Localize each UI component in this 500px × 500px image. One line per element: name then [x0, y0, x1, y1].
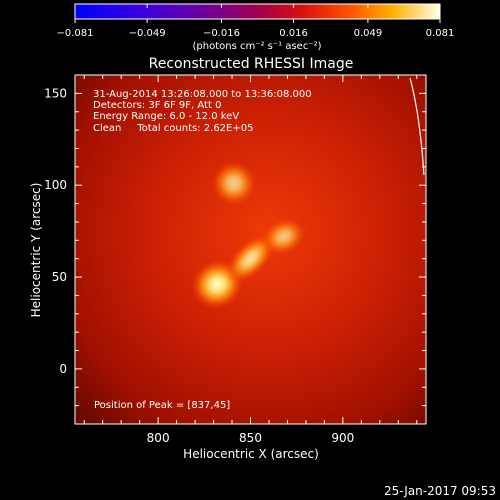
info-line-detectors: Detectors: 3F 6F 9F, Att 0: [93, 100, 221, 111]
colorbar-unit-label: (photons cm⁻² s⁻¹ asec⁻²): [192, 41, 321, 52]
image-area: [75, 75, 426, 424]
y-tick-label: 0: [59, 362, 67, 376]
footer-timestamp: 25-Jan-2017 09:53: [384, 484, 496, 498]
y-axis-ticks: 0 50 100 150: [44, 74, 426, 425]
x-axis-ticks: 800 850 900: [83, 75, 418, 445]
emission-source: [262, 218, 305, 255]
x-tick-label: 850: [239, 431, 262, 445]
info-line-clean: Clean Total counts: 2.62E+05: [93, 123, 253, 134]
colorbar-tick-label: 0.081: [426, 28, 455, 39]
info-line-energy: Energy Range: 6.0 - 12.0 keV: [93, 111, 239, 122]
colorbar-tick-label: 0.049: [354, 28, 383, 39]
y-tick-label: 100: [44, 178, 67, 192]
info-line-time: 31-Aug-2014 13:26:08.000 to 13:36:08.000: [93, 89, 312, 100]
emission-source: [211, 161, 256, 206]
chart-title: Reconstructed RHESSI Image: [149, 56, 354, 72]
colorbar-tick-label: −0.016: [203, 28, 240, 39]
x-axis-label: Heliocentric X (arcsec): [183, 447, 319, 461]
solar-limb: [409, 77, 425, 176]
y-axis-label: Heliocentric Y (arcsec): [29, 183, 43, 318]
emission-source: [226, 234, 275, 283]
x-tick-label: 800: [147, 431, 170, 445]
colorbar-tick-label: −0.049: [129, 28, 166, 39]
y-tick-label: 150: [44, 86, 67, 100]
colorbar-tick-label: −0.081: [56, 28, 93, 39]
y-tick-label: 50: [52, 270, 67, 284]
x-tick-label: 900: [331, 431, 354, 445]
peak-position-label: Position of Peak = [837,45]: [94, 400, 230, 411]
colorbar-ticks: −0.081 −0.049 −0.016 0.016 0.049 0.081: [56, 4, 454, 39]
colorbar: [74, 3, 441, 20]
source-layer: [191, 161, 305, 309]
colorbar-tick-label: 0.016: [279, 28, 308, 39]
